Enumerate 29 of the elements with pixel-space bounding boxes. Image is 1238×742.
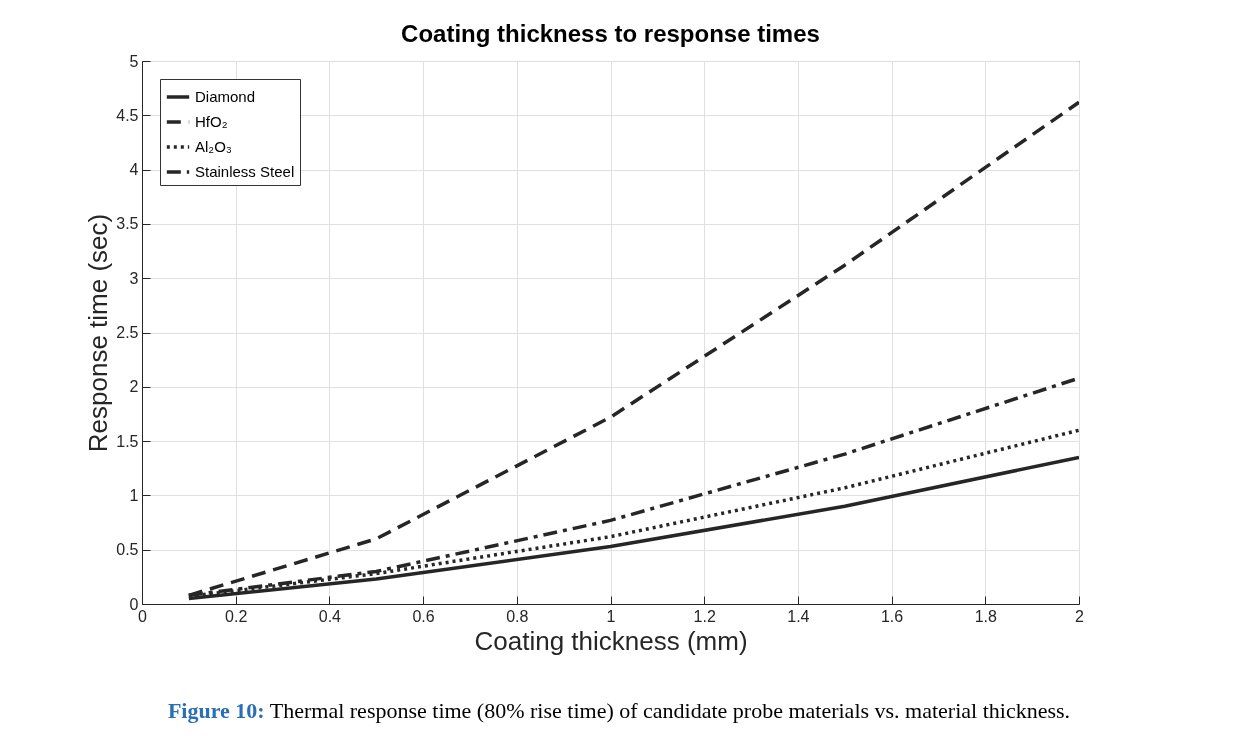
y-tick-label: 3.5 [116,215,139,233]
x-tick-label: 0.4 [318,607,342,625]
y-tick-label: 1 [129,486,139,504]
y-tick-label: 0 [129,595,139,613]
legend-label: Diamond [195,88,256,105]
y-tick-label: 4 [129,161,139,179]
caption: Figure 10: Thermal response time (80% rise time) of candidate probe materials vs. material thickness. [166,698,1072,724]
x-tick-label: 0.2 [225,607,248,625]
x-tick-label: 0.8 [506,607,529,625]
x-tick-label: 0.6 [412,607,435,625]
y-tick-label: 4.5 [116,106,139,124]
x-tick-label: 1.8 [974,607,998,625]
legend-label: HfO₂ [195,113,228,130]
x-tick-label: 1 [606,607,616,625]
y-tick-label: 5 [129,52,139,70]
x-axis-title: Coating thickness (mm) [474,625,748,656]
x-tick-label: 2 [1075,607,1085,625]
legend-label: Al₂O₃ [195,138,232,155]
y-axis-title: Response time (sec) [83,213,114,453]
x-tick-label: 1.6 [880,607,904,625]
y-tick-label: 0.5 [116,541,139,559]
x-tick-label: 1.2 [693,607,716,625]
chart-title: Coating thickness to response times [401,20,820,47]
y-tick-label: 3 [129,269,139,287]
legend-label: Stainless Steel [195,163,295,180]
y-tick-label: 2 [129,378,139,396]
x-tick-label: 1.4 [787,607,810,625]
y-tick-label: 1.5 [116,432,139,450]
y-tick-label: 2.5 [116,324,139,341]
